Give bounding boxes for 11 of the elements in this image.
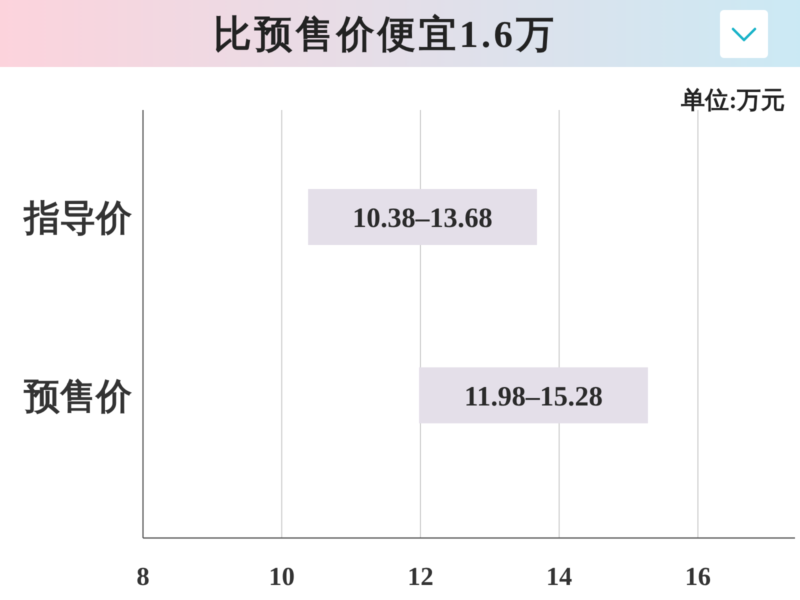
data-label: 11.98–15.28 [464, 381, 603, 412]
x-tick-label: 10 [268, 562, 295, 591]
category-label: 预售价 [24, 376, 132, 416]
x-tick-label: 14 [546, 562, 572, 591]
category-label: 指导价 [24, 198, 132, 238]
title: 比预售价便宜1.6万 [213, 14, 557, 56]
x-tick-label: 8 [136, 562, 150, 591]
x-tick-label: 12 [407, 562, 434, 591]
annotation: 单位:万元 [681, 88, 785, 114]
x-tick-label: 16 [684, 562, 711, 591]
data-label: 10.38–13.68 [352, 203, 493, 234]
